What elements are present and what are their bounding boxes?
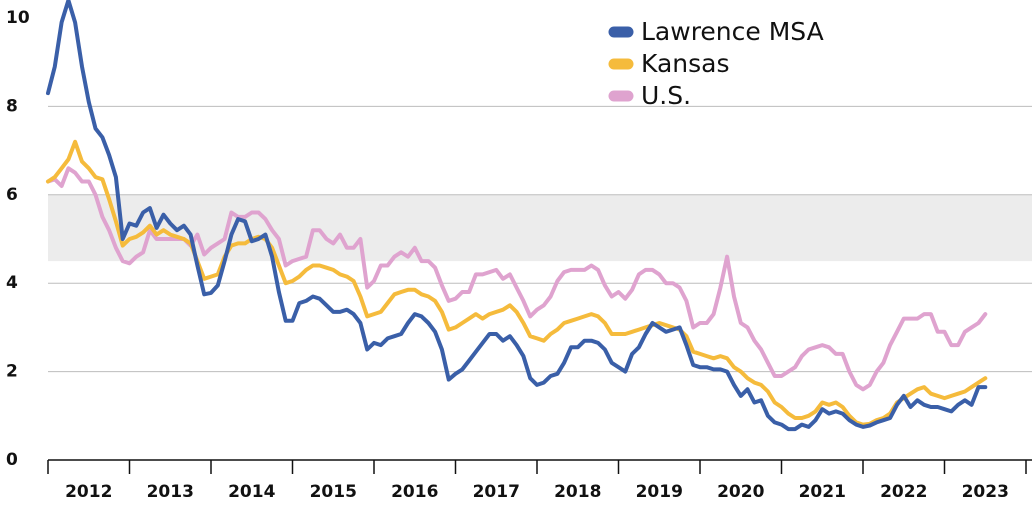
y-tick-label: 6: [6, 185, 18, 205]
shaded-band: [48, 194, 1032, 262]
x-tick-label: 2016: [391, 482, 438, 502]
x-tick-label: 2020: [717, 482, 764, 502]
x-tick-label: 2015: [310, 482, 357, 502]
line-series: [46, 166, 988, 392]
y-tick-label: 8: [6, 96, 18, 116]
line-series: [46, 139, 988, 427]
y-tick-label: 2: [6, 362, 18, 382]
y-tick-label: 4: [6, 273, 18, 293]
x-tick-label: 2019: [636, 482, 683, 502]
x-tick-label: 2018: [554, 482, 601, 502]
line-series: [46, 0, 988, 432]
x-tick-label: 2012: [65, 482, 112, 502]
legend-label: U.S.: [641, 81, 691, 110]
y-tick-label: 10: [6, 8, 30, 28]
y-tick-label: 0: [6, 450, 18, 470]
x-tick-label: 2021: [799, 482, 846, 502]
legend-label: Kansas: [641, 49, 730, 78]
legend-label: Lawrence MSA: [641, 17, 824, 46]
x-tick-label: 2023: [962, 482, 1009, 502]
x-tick-label: 2017: [473, 482, 520, 502]
x-tick-label: 2022: [880, 482, 927, 502]
x-tick-label: 2013: [147, 482, 194, 502]
x-tick-label: 2014: [228, 482, 275, 502]
